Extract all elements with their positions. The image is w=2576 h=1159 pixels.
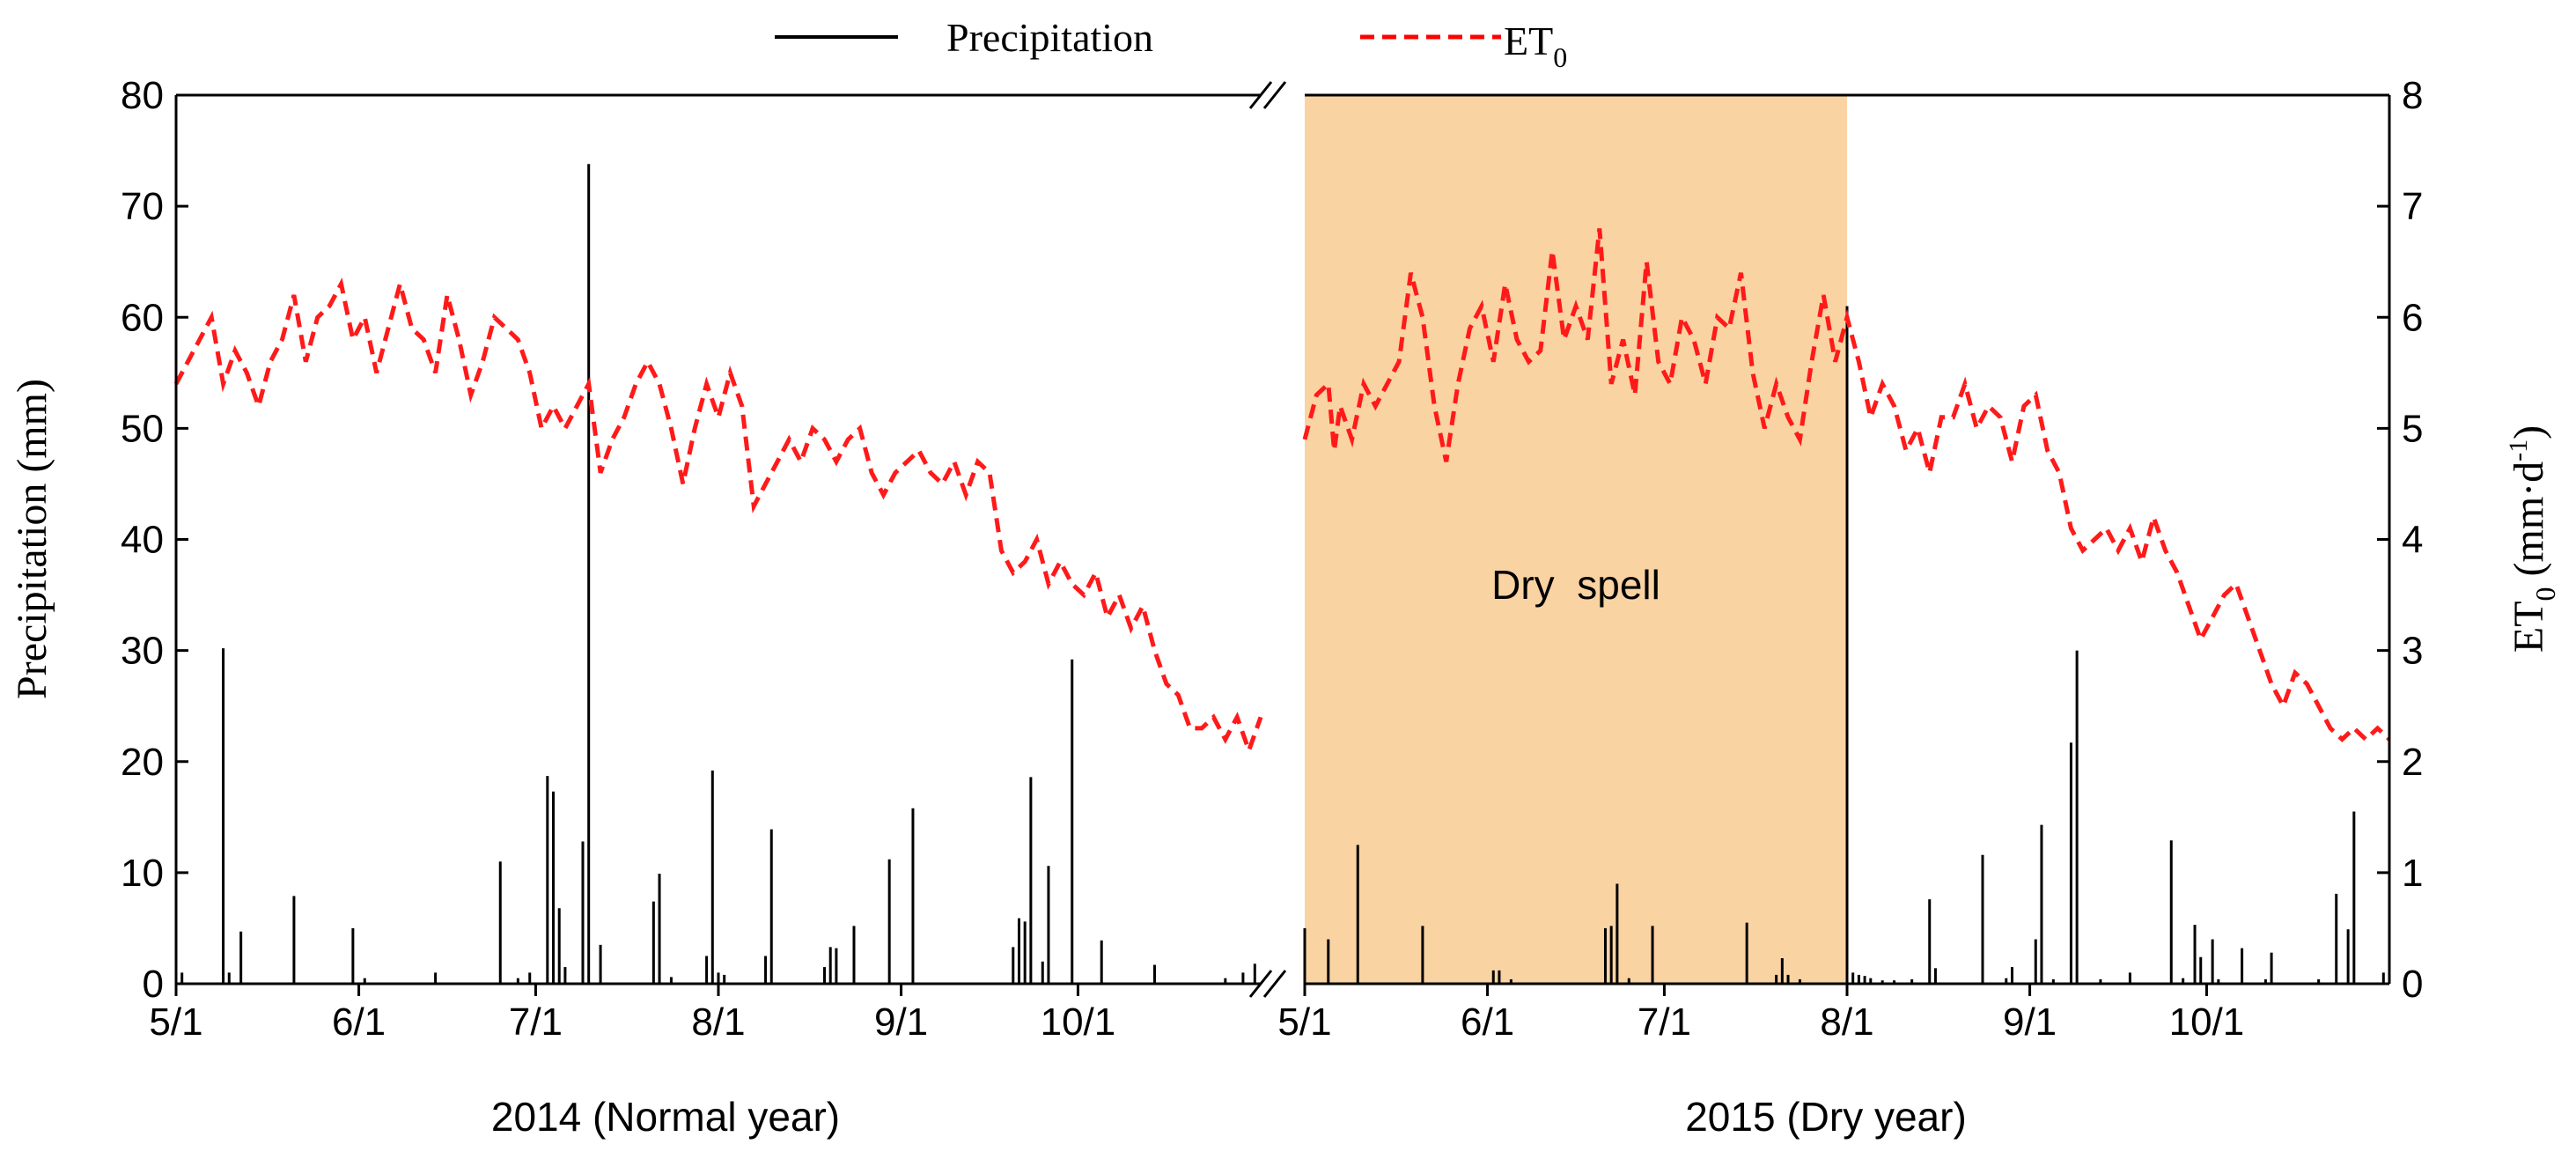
- x-tick-label: 6/1: [332, 1000, 386, 1044]
- break-mark-top-1: [1248, 81, 1273, 109]
- y-left-tick-label: 50: [121, 407, 164, 450]
- y-right-title-sup: -1: [2504, 439, 2533, 461]
- year-label-2015: 2015 (Dry year): [1685, 1094, 1967, 1140]
- x-tick-label: 9/1: [874, 1000, 928, 1044]
- y-right-tick-label: 5: [2402, 407, 2423, 450]
- y-right-title-unit-open: (mm: [2506, 497, 2552, 587]
- y-left-ticks: 0 10 20 30 40 50 60 70 80: [121, 74, 188, 1006]
- y-left-tick-label: 0: [143, 963, 164, 1006]
- et0-line-2015: [1302, 228, 2391, 742]
- y-left-tick-label: 20: [121, 741, 164, 784]
- y-left-title: Precipitation (mm): [9, 379, 55, 699]
- y-right-tick-label: 0: [2402, 963, 2423, 1006]
- y-right-title-main: ET: [2506, 601, 2552, 653]
- axes: [174, 81, 2391, 998]
- precip-bars-2014: [180, 164, 1256, 984]
- x-tick-label: 8/1: [1820, 1000, 1873, 1044]
- y-right-title-sub: 0: [2529, 587, 2561, 601]
- year-label-2014: 2014 (Normal year): [491, 1094, 840, 1140]
- y-right-title-unit-close: ): [2506, 425, 2552, 439]
- x-tick-label: 5/1: [149, 1000, 202, 1044]
- et0-line-2014: [173, 275, 1263, 757]
- x-tick-label: 9/1: [2003, 1000, 2057, 1044]
- x-tick-label: 6/1: [1461, 1000, 1514, 1044]
- y-left-tick-label: 40: [121, 519, 164, 562]
- break-mark-bottom-2: [1262, 970, 1287, 998]
- x-tick-label: 7/1: [1638, 1000, 1691, 1044]
- legend: Precipitation ET0: [775, 15, 1567, 73]
- precip-bars-2015: [1303, 306, 2385, 984]
- y-right-tick-label: 1: [2402, 852, 2423, 895]
- y-right-ticks: 0 1 2 3 4 5 6 7 8: [2377, 74, 2423, 1006]
- y-right-tick-label: 8: [2402, 74, 2423, 117]
- y-right-tick-label: 2: [2402, 741, 2423, 784]
- y-right-tick-label: 3: [2402, 630, 2423, 673]
- x-tick-label: 5/1: [1277, 1000, 1331, 1044]
- legend-et0-label: ET0: [1504, 18, 1567, 73]
- y-right-title-dot: ·: [2506, 483, 2552, 497]
- legend-et0-sub: 0: [1553, 41, 1567, 73]
- y-right-tick-label: 4: [2402, 519, 2423, 562]
- y-right-tick-label: 6: [2402, 296, 2423, 339]
- x-tick-label: 10/1: [1041, 1000, 1116, 1044]
- y-left-tick-label: 70: [121, 185, 164, 228]
- break-mark-bottom-1: [1248, 970, 1273, 998]
- x-tick-label: 8/1: [691, 1000, 745, 1044]
- y-left-tick-label: 80: [121, 74, 164, 117]
- y-right-title: ET0 (mm·d-1): [2504, 425, 2561, 653]
- dry-spell-region: [1305, 95, 1847, 984]
- x-tick-label: 10/1: [2169, 1000, 2245, 1044]
- y-right-title-unit-d: d: [2506, 461, 2552, 483]
- x-tick-label: 7/1: [509, 1000, 563, 1044]
- y-left-tick-label: 60: [121, 296, 164, 339]
- y-left-tick-label: 30: [121, 630, 164, 673]
- y-right-tick-label: 7: [2402, 185, 2423, 228]
- legend-precip-label: Precipitation: [946, 15, 1153, 60]
- dry-spell-label: Dry spell: [1491, 562, 1660, 608]
- y-left-tick-label: 10: [121, 852, 164, 895]
- x-ticks: 5/1 6/1 7/1 8/1 9/1 10/1 5/1 6/1 7/1 8/1 9/1 10/1: [149, 984, 2244, 1044]
- legend-et0-main: ET: [1504, 18, 1553, 63]
- break-mark-top-2: [1262, 81, 1287, 109]
